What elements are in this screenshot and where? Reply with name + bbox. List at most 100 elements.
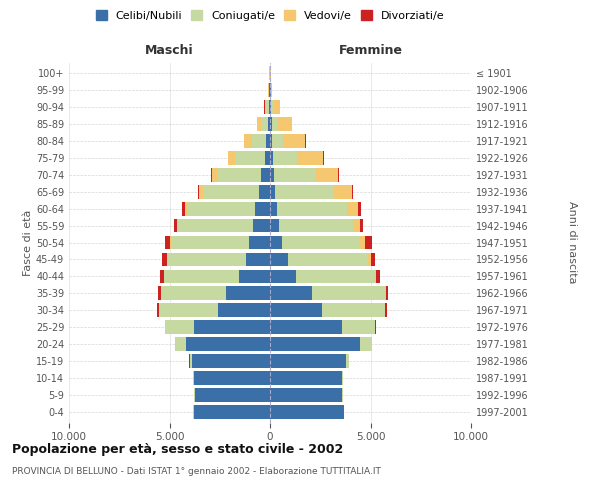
Bar bbox=[268, 116, 270, 130]
Bar bbox=[194, 372, 270, 386]
Bar bbox=[170, 236, 249, 250]
Bar bbox=[352, 184, 353, 198]
Bar bbox=[322, 304, 385, 318]
Bar bbox=[218, 304, 270, 318]
Bar bbox=[193, 372, 194, 386]
Bar bbox=[269, 82, 270, 96]
Bar bbox=[190, 354, 191, 368]
Bar bbox=[270, 304, 322, 318]
Bar bbox=[346, 354, 349, 368]
Bar bbox=[259, 184, 270, 198]
Bar bbox=[270, 150, 273, 164]
Bar bbox=[165, 236, 170, 250]
Bar bbox=[365, 236, 371, 250]
Bar bbox=[157, 304, 159, 318]
Bar bbox=[235, 150, 265, 164]
Bar bbox=[176, 338, 185, 351]
Bar bbox=[375, 320, 376, 334]
Bar bbox=[246, 252, 270, 266]
Y-axis label: Fasce di età: Fasce di età bbox=[23, 210, 33, 276]
Bar bbox=[194, 388, 270, 402]
Bar bbox=[277, 202, 347, 215]
Bar bbox=[272, 116, 278, 130]
Bar bbox=[229, 150, 235, 164]
Bar bbox=[385, 304, 387, 318]
Bar bbox=[160, 270, 164, 283]
Bar bbox=[270, 406, 344, 419]
Bar bbox=[161, 286, 226, 300]
Bar bbox=[270, 100, 271, 114]
Bar bbox=[265, 100, 266, 114]
Bar bbox=[270, 388, 343, 402]
Bar bbox=[270, 320, 343, 334]
Bar bbox=[270, 116, 272, 130]
Text: Maschi: Maschi bbox=[145, 44, 194, 58]
Bar bbox=[297, 150, 323, 164]
Legend: Celibi/Nubili, Coniugati/e, Vedovi/e, Divorziati/e: Celibi/Nubili, Coniugati/e, Vedovi/e, Di… bbox=[91, 6, 449, 25]
Bar bbox=[338, 168, 340, 181]
Bar bbox=[271, 82, 272, 96]
Bar bbox=[163, 252, 167, 266]
Bar bbox=[385, 286, 386, 300]
Bar bbox=[249, 236, 270, 250]
Bar bbox=[270, 184, 275, 198]
Bar bbox=[371, 252, 374, 266]
Bar bbox=[274, 100, 280, 114]
Bar bbox=[273, 150, 297, 164]
Bar bbox=[269, 100, 270, 114]
Bar bbox=[239, 270, 270, 283]
Bar bbox=[296, 270, 374, 283]
Bar bbox=[191, 354, 270, 368]
Bar bbox=[361, 236, 365, 250]
Bar bbox=[262, 168, 270, 181]
Bar bbox=[203, 184, 259, 198]
Bar bbox=[270, 354, 346, 368]
Bar bbox=[270, 218, 278, 232]
Bar bbox=[271, 100, 274, 114]
Bar bbox=[278, 116, 292, 130]
Bar bbox=[266, 100, 269, 114]
Bar bbox=[270, 236, 282, 250]
Bar bbox=[275, 184, 334, 198]
Bar bbox=[272, 134, 283, 147]
Bar bbox=[253, 218, 270, 232]
Bar bbox=[270, 202, 277, 215]
Bar bbox=[217, 168, 262, 181]
Bar bbox=[282, 236, 361, 250]
Bar bbox=[386, 286, 388, 300]
Bar bbox=[270, 168, 274, 181]
Bar bbox=[177, 218, 178, 232]
Bar bbox=[198, 184, 199, 198]
Bar bbox=[270, 252, 288, 266]
Bar bbox=[164, 320, 166, 334]
Bar bbox=[316, 168, 338, 181]
Bar bbox=[185, 202, 187, 215]
Bar bbox=[368, 252, 371, 266]
Bar bbox=[361, 338, 371, 351]
Bar bbox=[270, 338, 361, 351]
Bar bbox=[270, 372, 343, 386]
Bar bbox=[194, 320, 270, 334]
Bar bbox=[266, 134, 270, 147]
Bar bbox=[274, 168, 316, 181]
Bar bbox=[174, 218, 177, 232]
Bar bbox=[182, 202, 185, 215]
Bar bbox=[167, 252, 246, 266]
Bar bbox=[253, 134, 266, 147]
Bar bbox=[376, 270, 380, 283]
Bar bbox=[334, 184, 352, 198]
Text: Popolazione per età, sesso e stato civile - 2002: Popolazione per età, sesso e stato civil… bbox=[12, 442, 343, 456]
Bar bbox=[265, 150, 270, 164]
Y-axis label: Anni di nascita: Anni di nascita bbox=[568, 201, 577, 284]
Bar bbox=[347, 202, 358, 215]
Bar bbox=[270, 134, 272, 147]
Bar bbox=[270, 286, 312, 300]
Bar bbox=[278, 218, 353, 232]
Bar bbox=[164, 270, 239, 283]
Bar bbox=[212, 168, 217, 181]
Bar bbox=[166, 320, 194, 334]
Bar bbox=[374, 270, 376, 283]
Bar bbox=[257, 116, 261, 130]
Bar bbox=[244, 134, 253, 147]
Bar bbox=[226, 286, 270, 300]
